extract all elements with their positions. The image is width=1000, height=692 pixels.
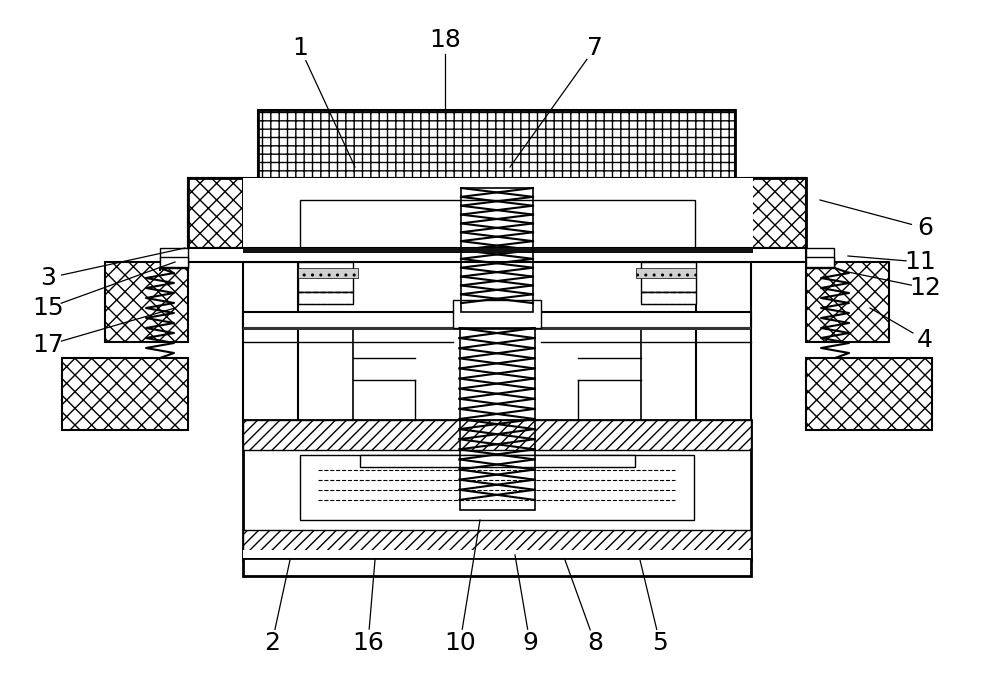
Text: 2: 2 (264, 631, 280, 655)
Text: 1: 1 (292, 36, 308, 60)
Bar (641, 292, 696, 304)
Polygon shape (461, 224, 533, 233)
Polygon shape (461, 241, 533, 250)
Bar (461, 188, 533, 312)
Text: 9: 9 (522, 631, 538, 655)
Bar (453, 300, 541, 328)
Bar (243, 262, 298, 442)
Text: 5: 5 (652, 631, 668, 655)
Text: 6: 6 (917, 216, 933, 240)
Bar (160, 257, 188, 267)
Text: 8: 8 (587, 631, 603, 655)
Bar (188, 248, 806, 262)
Bar (160, 248, 188, 268)
Bar (360, 455, 635, 467)
Text: 7: 7 (587, 36, 603, 60)
Bar (460, 328, 534, 510)
Bar (300, 200, 695, 248)
Polygon shape (461, 294, 533, 303)
Bar (258, 110, 735, 178)
Bar (258, 110, 735, 178)
Bar (188, 178, 806, 248)
Bar (243, 550, 751, 558)
Bar (806, 262, 889, 342)
Bar (806, 248, 834, 268)
Text: 10: 10 (444, 631, 476, 655)
Bar (243, 312, 751, 328)
Text: 15: 15 (32, 296, 64, 320)
Bar (298, 292, 353, 304)
Bar (298, 262, 353, 292)
Polygon shape (461, 277, 533, 285)
Text: 3: 3 (40, 266, 56, 290)
Text: 18: 18 (429, 28, 461, 52)
Bar (806, 358, 932, 430)
Bar (188, 178, 243, 248)
Polygon shape (461, 188, 533, 197)
Bar (696, 262, 751, 442)
Bar (641, 262, 696, 292)
Bar (243, 530, 751, 560)
Bar (300, 455, 694, 520)
Text: 17: 17 (32, 333, 64, 357)
Bar (243, 420, 751, 560)
Bar (243, 420, 751, 450)
Polygon shape (461, 206, 533, 215)
Text: 16: 16 (352, 631, 384, 655)
Polygon shape (461, 259, 533, 268)
Text: 11: 11 (904, 250, 936, 274)
Bar (243, 178, 753, 248)
Bar (748, 178, 806, 248)
Bar (298, 268, 358, 278)
Bar (62, 358, 188, 430)
Bar (243, 558, 751, 576)
Bar (105, 262, 188, 342)
Bar (188, 178, 806, 248)
Bar (243, 248, 753, 253)
Bar (636, 268, 696, 278)
Text: 4: 4 (917, 328, 933, 352)
Bar (806, 257, 834, 267)
Text: 12: 12 (909, 276, 941, 300)
Bar (243, 327, 751, 330)
